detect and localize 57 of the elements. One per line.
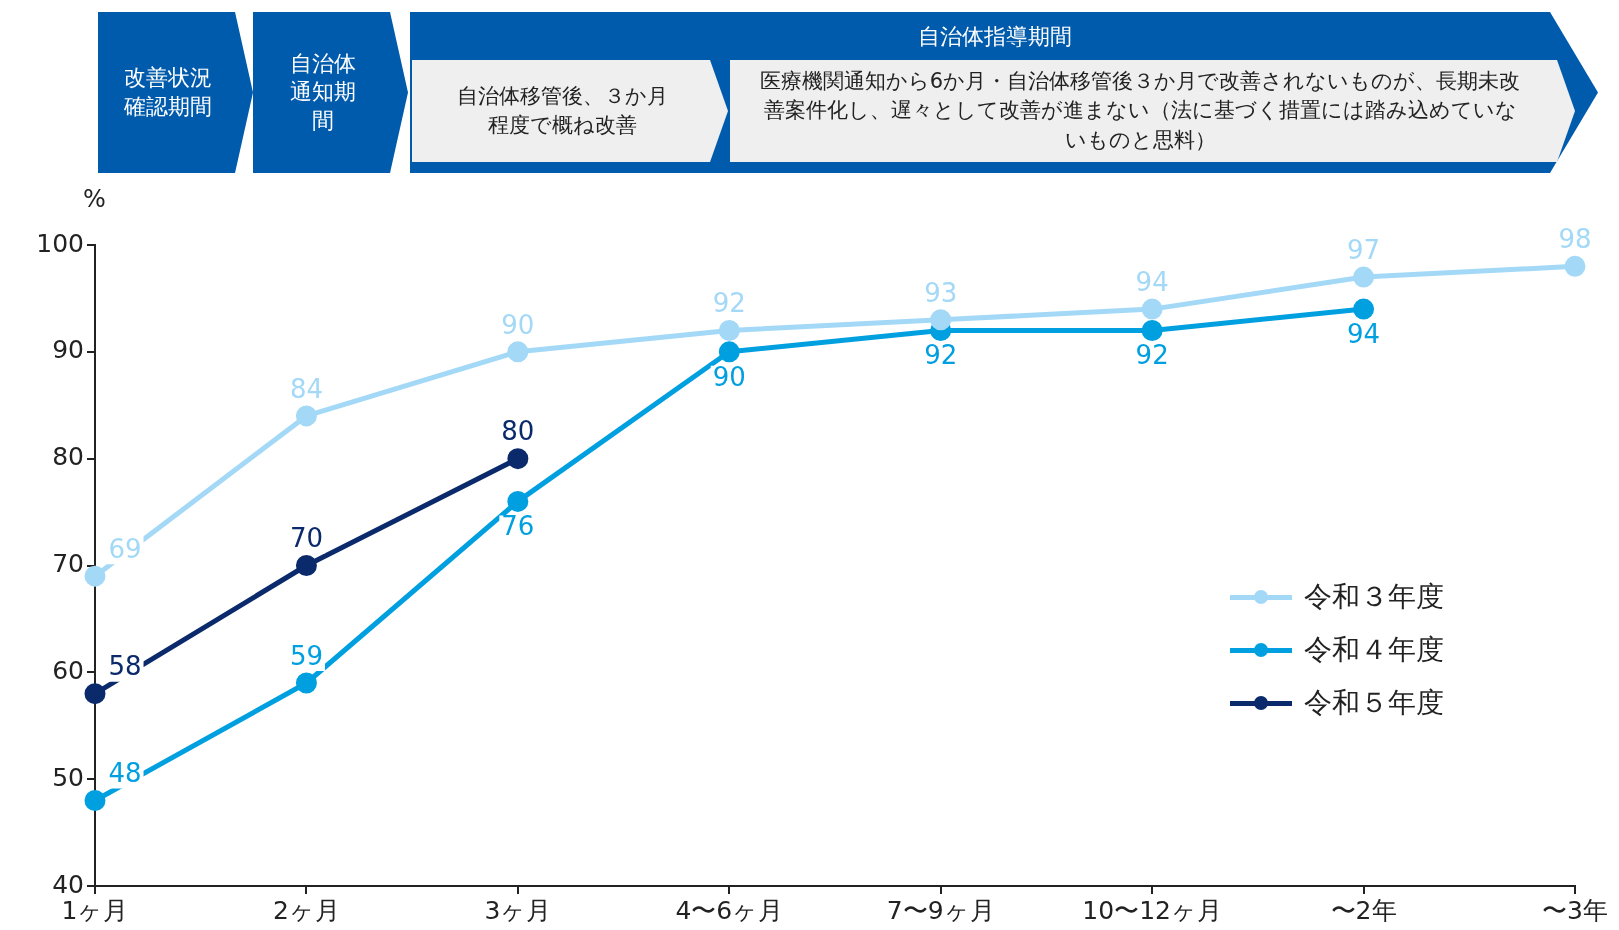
y-tick-label: 80 — [52, 442, 84, 472]
data-label: 92 — [712, 288, 746, 319]
text: 自治体通知期間 — [289, 49, 357, 135]
x-tick-label: 3ヶ月 — [484, 895, 552, 925]
legend-label: 令和３年度 — [1304, 578, 1444, 615]
point — [718, 319, 740, 341]
data-label: 92 — [1135, 340, 1169, 371]
point — [84, 565, 106, 587]
x-tick-label: 4〜6ヶ月 — [675, 895, 784, 925]
data-label: 93 — [924, 277, 958, 308]
data-label: 48 — [108, 758, 142, 789]
y-tick-label: 50 — [52, 762, 84, 792]
data-label: 94 — [1135, 266, 1169, 297]
text: 自治体移管後、３か月程度で概ね改善 — [455, 82, 669, 139]
x-tick-label: 10〜12ヶ月 — [1082, 895, 1222, 925]
point — [84, 790, 106, 812]
x-tick-label: 2ヶ月 — [272, 895, 340, 925]
data-label: 59 — [289, 640, 323, 671]
point — [1564, 255, 1586, 277]
legend-label: 令和５年度 — [1304, 684, 1444, 721]
point — [84, 683, 106, 705]
x-tick-label: 7〜9ヶ月 — [886, 895, 995, 925]
x-tick-label: 〜3年 — [1542, 895, 1608, 925]
text: 自治体指導期間 — [917, 22, 1073, 51]
data-label: 70 — [289, 523, 323, 554]
y-tick-label: 100 — [36, 228, 84, 258]
point — [1141, 298, 1163, 320]
x-tick-label: 〜2年 — [1330, 895, 1397, 925]
data-label: 80 — [501, 416, 535, 447]
point — [930, 309, 952, 331]
data-label: 58 — [108, 651, 142, 682]
point — [718, 341, 740, 363]
text: 改善状況確認期間 — [123, 63, 213, 121]
data-label: 94 — [1347, 318, 1381, 349]
data-label: 69 — [108, 533, 142, 564]
point — [507, 490, 529, 512]
point — [1353, 266, 1375, 288]
data-label: 90 — [501, 309, 535, 340]
point — [295, 405, 317, 427]
y-tick-label: 60 — [52, 655, 84, 685]
point — [1353, 298, 1375, 320]
data-label: 98 — [1558, 224, 1592, 255]
legend-label: 令和４年度 — [1304, 631, 1444, 668]
point — [295, 555, 317, 576]
data-label: 97 — [1347, 234, 1381, 265]
data-label: 90 — [712, 361, 746, 392]
text: 医療機関通知から6か月・自治体移管後３か月で改善されないものが、長期未改善案件化し、遅々として改善が進まない（法に基づく措置には踏み込めていないものと思料） — [758, 67, 1522, 154]
y-tick-label: 70 — [52, 549, 84, 578]
y-axis-title: % — [83, 185, 106, 213]
point — [507, 341, 529, 363]
data-label: 92 — [924, 340, 958, 371]
data-label: 76 — [501, 511, 535, 542]
data-label: 84 — [289, 373, 323, 404]
point — [295, 672, 317, 694]
point — [507, 448, 529, 470]
point — [1141, 319, 1163, 341]
y-tick-label: 90 — [52, 335, 84, 365]
